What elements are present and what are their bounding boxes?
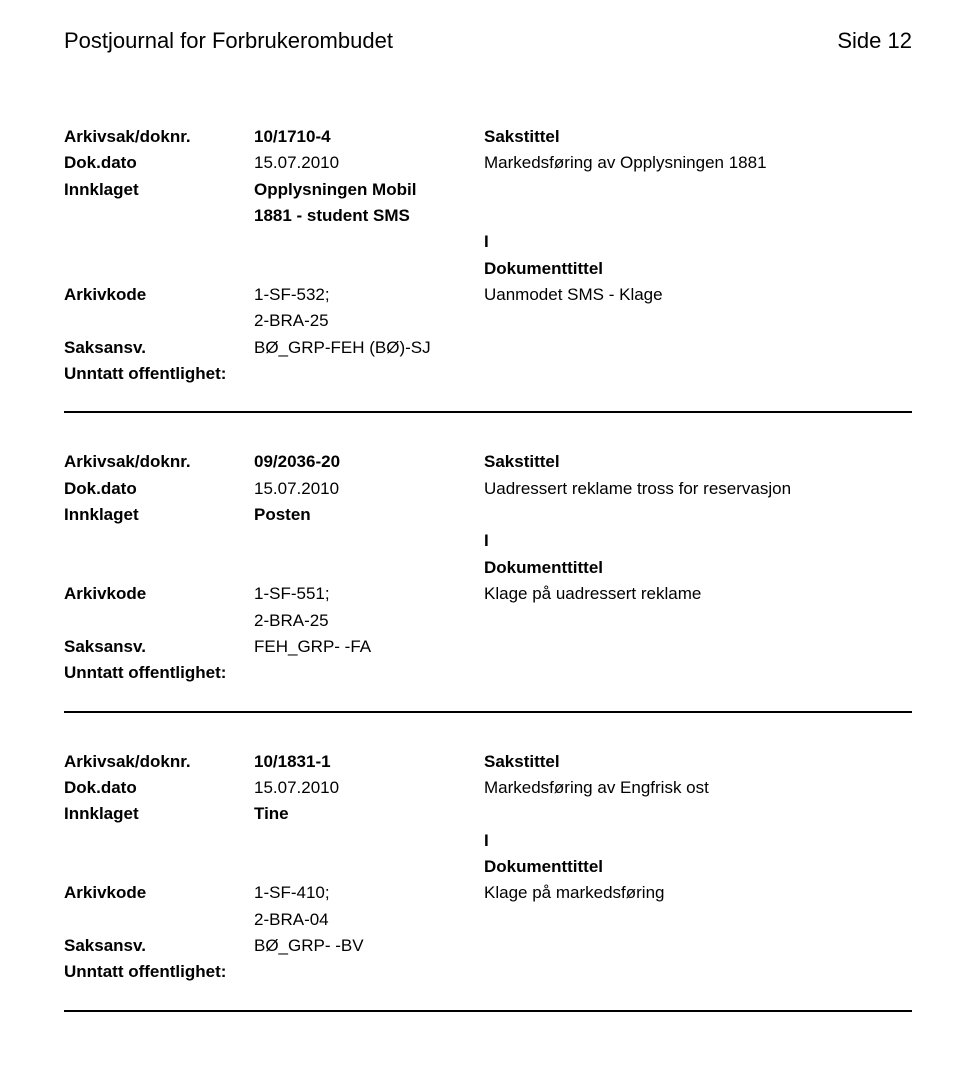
field-label: Saksansv. [64, 933, 254, 959]
field-value-mid: Tine [254, 801, 484, 827]
field-value-right: Uanmodet SMS - Klage [484, 282, 912, 308]
records-container: Arkivsak/doknr.10/1710-4SakstittelDok.da… [64, 124, 912, 1012]
record-line: I [64, 828, 912, 854]
record-line: Dok.dato15.07.2010Uadressert reklame tro… [64, 476, 912, 502]
record-line: InnklagetTine [64, 801, 912, 827]
field-value-mid: 09/2036-20 [254, 449, 484, 475]
field-value-right: Sakstittel [484, 124, 912, 150]
record-line: Dok.dato15.07.2010Markedsføring av Opply… [64, 150, 912, 176]
field-value-mid: 1-SF-532; [254, 282, 484, 308]
field-value-right: Sakstittel [484, 749, 912, 775]
record-line: 2-BRA-04 [64, 907, 912, 933]
page: Postjournal for Forbrukerombudet Side 12… [0, 0, 960, 1088]
field-value-mid: 2-BRA-04 [254, 907, 484, 933]
field-label: Innklaget [64, 801, 254, 827]
field-value-right: Uadressert reklame tross for reservasjon [484, 476, 912, 502]
record-line: Arkivkode1-SF-551;Klage på uadressert re… [64, 581, 912, 607]
field-value-mid: 2-BRA-25 [254, 608, 484, 634]
field-label: Unntatt offentlighet: [64, 959, 254, 985]
record-line: Dokumenttittel [64, 256, 912, 282]
record-line: 2-BRA-25 [64, 308, 912, 334]
field-value-right: Markedsføring av Engfrisk ost [484, 775, 912, 801]
record-line: 1881 - student SMS [64, 203, 912, 229]
field-value-right: Dokumenttittel [484, 555, 912, 581]
field-value-mid: BØ_GRP-FEH (BØ)-SJ [254, 335, 484, 361]
record-line: Dokumenttittel [64, 854, 912, 880]
field-label: Arkivsak/doknr. [64, 124, 254, 150]
field-label: Arkivsak/doknr. [64, 749, 254, 775]
record-line: Saksansv.FEH_GRP- -FA [64, 634, 912, 660]
record-line: Arkivsak/doknr.10/1831-1Sakstittel [64, 749, 912, 775]
record-line: I [64, 229, 912, 255]
field-value-mid: 15.07.2010 [254, 150, 484, 176]
record-line: Arkivsak/doknr.09/2036-20Sakstittel [64, 449, 912, 475]
record: Arkivsak/doknr.09/2036-20SakstittelDok.d… [64, 449, 912, 712]
field-label: Arkivkode [64, 880, 254, 906]
record-line: Arkivkode1-SF-410;Klage på markedsføring [64, 880, 912, 906]
field-value-mid: 1-SF-551; [254, 581, 484, 607]
record-line: InnklagetPosten [64, 502, 912, 528]
field-value-right: Sakstittel [484, 449, 912, 475]
field-label: Dok.dato [64, 150, 254, 176]
record: Arkivsak/doknr.10/1710-4SakstittelDok.da… [64, 124, 912, 413]
field-value-mid: 1881 - student SMS [254, 203, 484, 229]
field-value-mid: BØ_GRP- -BV [254, 933, 484, 959]
page-header: Postjournal for Forbrukerombudet Side 12 [64, 28, 912, 54]
field-label: Arkivkode [64, 282, 254, 308]
page-number: Side 12 [837, 28, 912, 54]
page-title: Postjournal for Forbrukerombudet [64, 28, 393, 54]
field-value-mid: 15.07.2010 [254, 476, 484, 502]
record-line: Dokumenttittel [64, 555, 912, 581]
field-label: Unntatt offentlighet: [64, 660, 254, 686]
record-line: Arkivkode1-SF-532;Uanmodet SMS - Klage [64, 282, 912, 308]
field-value-mid: 1-SF-410; [254, 880, 484, 906]
field-label: Innklaget [64, 502, 254, 528]
field-value-right: I [484, 828, 912, 854]
record-line: I [64, 528, 912, 554]
field-value-mid: 15.07.2010 [254, 775, 484, 801]
record-line: Arkivsak/doknr.10/1710-4Sakstittel [64, 124, 912, 150]
field-label: Arkivkode [64, 581, 254, 607]
field-value-right: Markedsføring av Opplysningen 1881 [484, 150, 912, 176]
field-label: Innklaget [64, 177, 254, 203]
field-label: Dok.dato [64, 476, 254, 502]
field-value-right: Klage på markedsføring [484, 880, 912, 906]
field-value-mid: FEH_GRP- -FA [254, 634, 484, 660]
record-line: InnklagetOpplysningen Mobil [64, 177, 912, 203]
record-line: 2-BRA-25 [64, 608, 912, 634]
field-value-right: I [484, 229, 912, 255]
field-value-right: Klage på uadressert reklame [484, 581, 912, 607]
field-value-mid: 2-BRA-25 [254, 308, 484, 334]
field-value-right: I [484, 528, 912, 554]
field-value-right: Dokumenttittel [484, 256, 912, 282]
field-label: Unntatt offentlighet: [64, 361, 254, 387]
field-value-mid: 10/1710-4 [254, 124, 484, 150]
record-line: Dok.dato15.07.2010Markedsføring av Engfr… [64, 775, 912, 801]
field-label: Saksansv. [64, 335, 254, 361]
field-label: Arkivsak/doknr. [64, 449, 254, 475]
record-line: Unntatt offentlighet: [64, 660, 912, 686]
field-value-mid: Opplysningen Mobil [254, 177, 484, 203]
record: Arkivsak/doknr.10/1831-1SakstittelDok.da… [64, 749, 912, 1012]
field-value-mid: 10/1831-1 [254, 749, 484, 775]
field-label: Dok.dato [64, 775, 254, 801]
record-line: Saksansv.BØ_GRP-FEH (BØ)-SJ [64, 335, 912, 361]
record-line: Unntatt offentlighet: [64, 361, 912, 387]
record-line: Saksansv.BØ_GRP- -BV [64, 933, 912, 959]
field-label: Saksansv. [64, 634, 254, 660]
record-line: Unntatt offentlighet: [64, 959, 912, 985]
field-value-right: Dokumenttittel [484, 854, 912, 880]
field-value-mid: Posten [254, 502, 484, 528]
